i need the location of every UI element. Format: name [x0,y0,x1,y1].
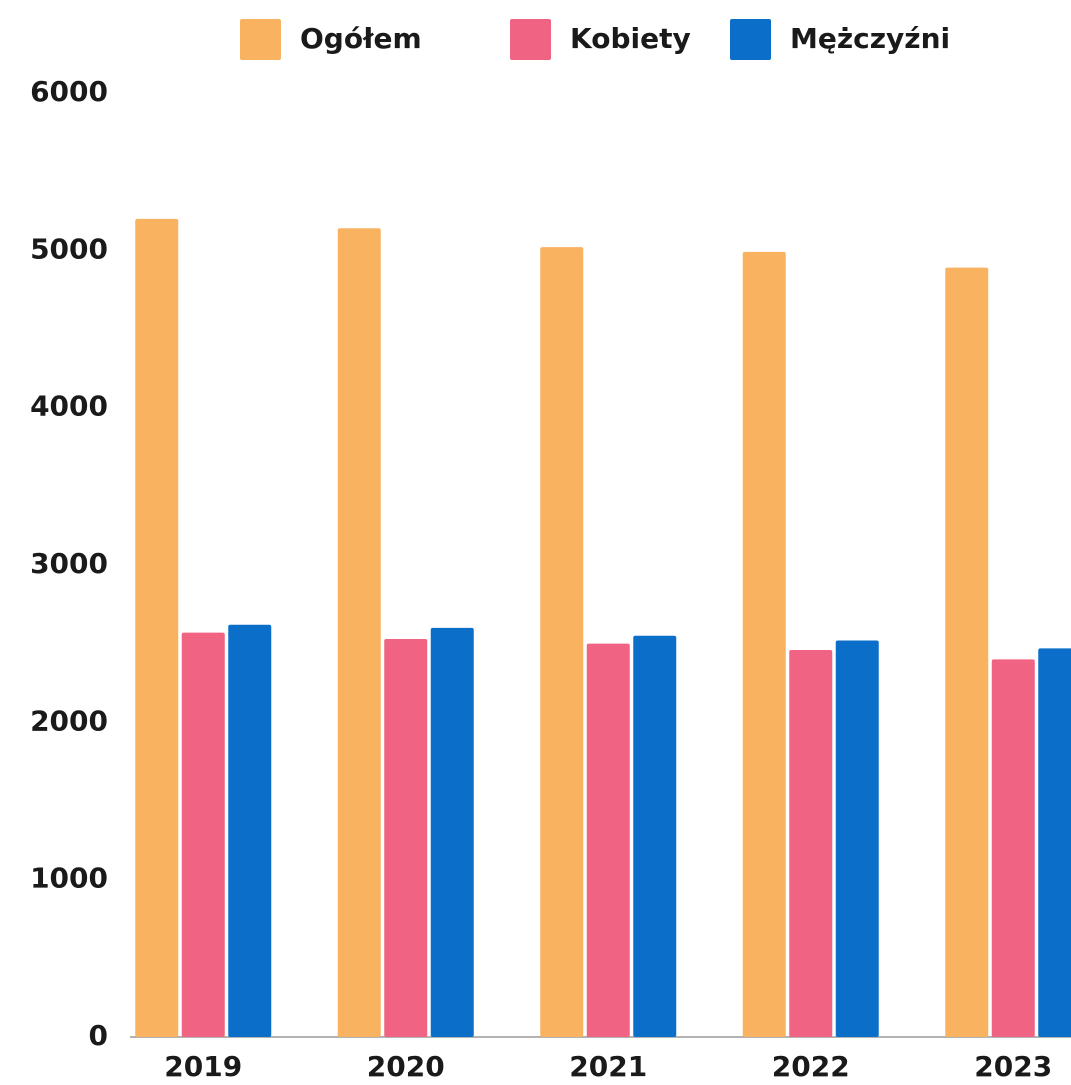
x-tick-label: 2020 [367,1050,445,1083]
y-tick-label: 0 [89,1019,108,1052]
x-tick-label: 2019 [164,1050,242,1083]
bar [337,228,381,1038]
bar [742,251,786,1037]
bar [181,632,225,1037]
legend-label: Mężczyźni [790,22,950,55]
bar [586,643,630,1037]
bar [835,640,879,1037]
bar [540,247,584,1038]
y-tick-label: 3000 [30,547,108,580]
bar [135,218,179,1037]
y-tick-label: 4000 [30,390,108,423]
bar [430,627,474,1037]
bar [384,638,428,1037]
x-tick-label: 2022 [772,1050,850,1083]
legend-swatch [730,19,771,60]
y-tick-label: 2000 [30,704,108,737]
legend-label: Ogółem [300,22,422,55]
bar [945,267,989,1037]
y-tick-label: 1000 [30,862,108,895]
bar [1038,648,1071,1037]
y-tick-label: 5000 [30,232,108,265]
legend-label: Kobiety [570,22,691,55]
bar [789,649,833,1037]
x-tick-label: 2023 [974,1050,1052,1083]
legend-swatch [240,19,281,60]
bar [991,659,1035,1037]
legend-swatch [510,19,551,60]
bar [633,635,677,1037]
bar [228,624,272,1037]
x-tick-label: 2021 [569,1050,647,1083]
y-tick-label: 6000 [30,75,108,108]
